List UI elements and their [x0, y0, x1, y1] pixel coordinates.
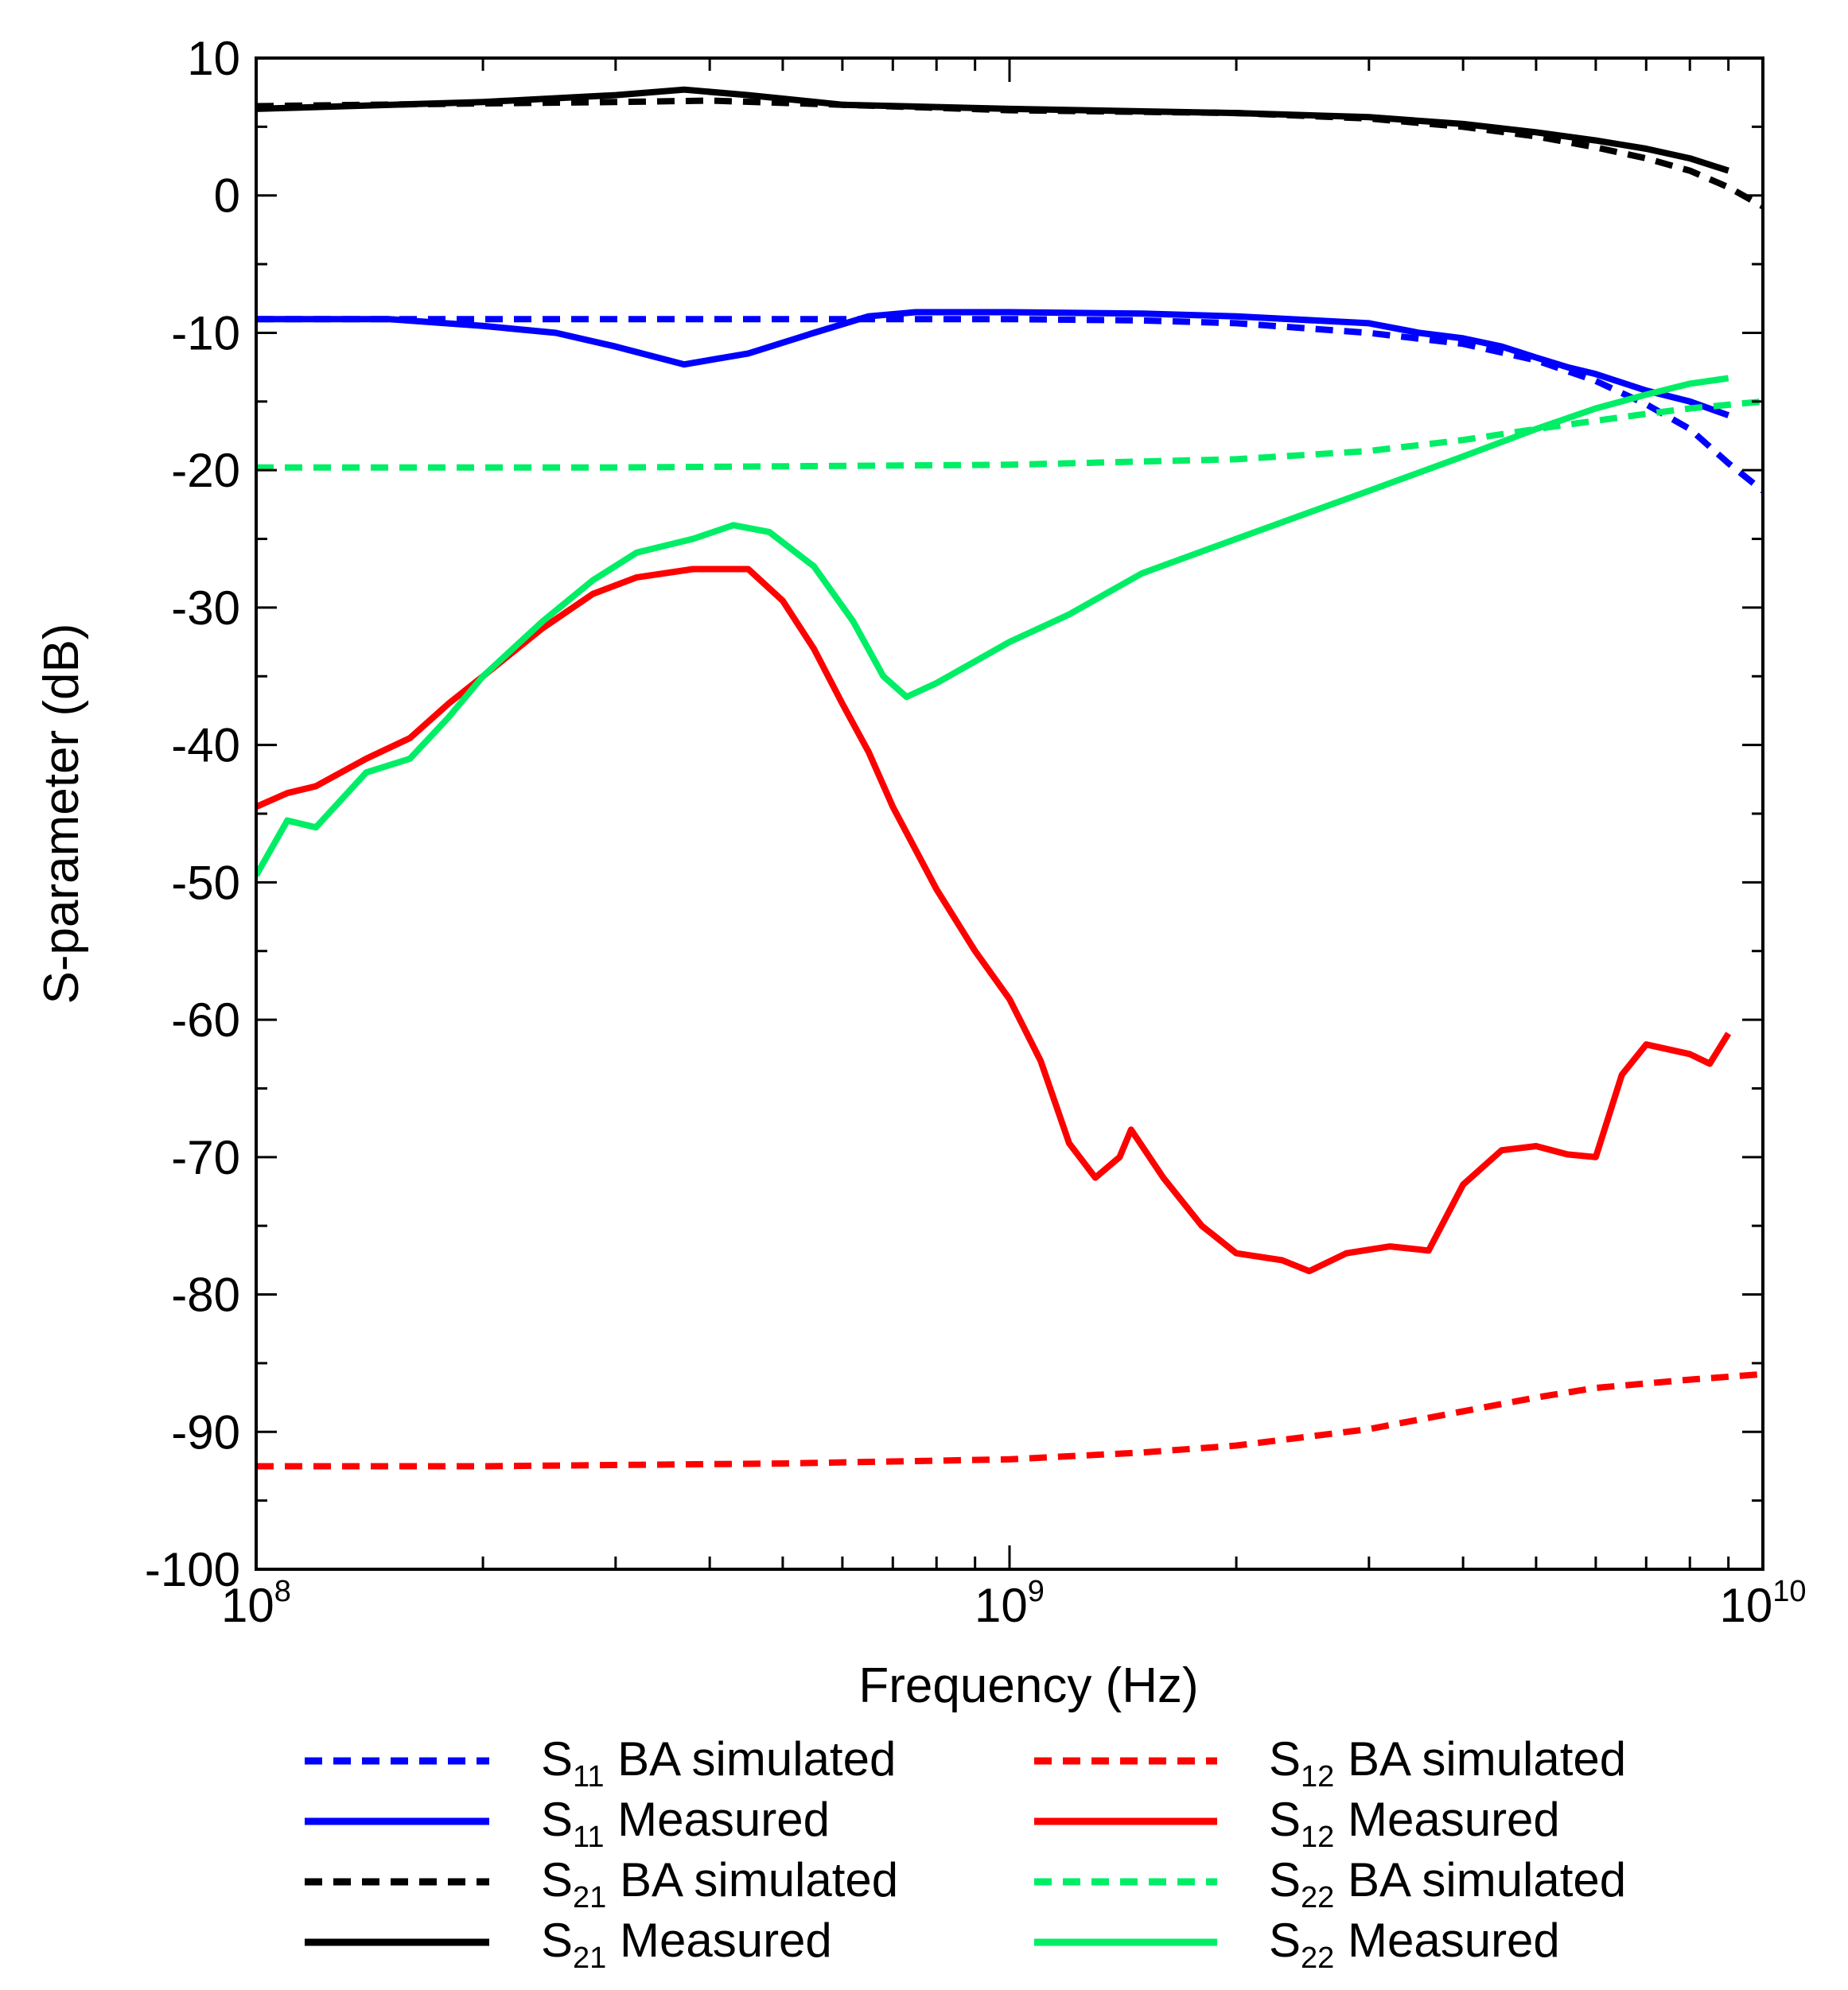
y-tick-label: -80 [171, 1269, 240, 1322]
legend-item-s11-meas: S11 Measured [305, 1793, 830, 1854]
s22-sim-line [256, 398, 1763, 471]
x-tick-label: 109 [975, 1575, 1045, 1632]
legend-label: S21 BA simulated [541, 1853, 898, 1914]
legend-item-s21-sim: S21 BA simulated [305, 1853, 898, 1914]
x-tick-labels: 108 109 1010 [221, 1575, 1806, 1632]
s12-sim-line [256, 1370, 1763, 1470]
legend-label: S12 Measured [1269, 1793, 1560, 1854]
y-tick-label: 0 [214, 169, 240, 223]
y-tick-label: 10 [187, 32, 240, 85]
y-tick-label: -40 [171, 719, 240, 772]
y-tick-label: -60 [171, 993, 240, 1047]
y-tick-label: -50 [171, 856, 240, 909]
legend-item-s22-sim: S22 BA simulated [1034, 1853, 1626, 1914]
x-tick-label: 108 [221, 1575, 291, 1632]
legend-label: S21 Measured [541, 1914, 832, 1975]
s12-meas-line [256, 566, 1732, 1275]
x-axis-title: Frequency (Hz) [858, 1658, 1198, 1713]
y-axis-title: S-parameter (dB) [34, 624, 89, 1005]
legend-label: S12 BA simulated [1269, 1732, 1626, 1794]
s22-meas-line [256, 375, 1729, 877]
legend-item-s12-sim: S12 BA simulated [1034, 1732, 1626, 1794]
s11-meas-line [256, 309, 1730, 418]
y-tick-label: -90 [171, 1405, 240, 1459]
legend-item-s22-meas: S22 Measured [1034, 1914, 1560, 1975]
s21-meas-line [256, 86, 1729, 174]
y-tick-label: -10 [171, 306, 240, 360]
x-tick-label: 1010 [1719, 1575, 1806, 1632]
ticks-layer [255, 56, 1764, 1571]
y-tick-label: -70 [171, 1131, 240, 1184]
legend-item-s12-meas: S12 Measured [1034, 1793, 1560, 1854]
legend-label: S11 BA simulated [541, 1732, 896, 1794]
legend-label: S11 Measured [541, 1793, 830, 1854]
y-tick-label: -100 [145, 1543, 240, 1596]
y-tick-labels: 10 0 -10 -20 -30 -40 -50 -60 -70 -80 -90 -100 [145, 32, 240, 1596]
legend-label: S22 Measured [1269, 1914, 1560, 1975]
legend-item-s11-sim: S11 BA simulated [305, 1732, 896, 1794]
y-tick-label: -30 [171, 581, 240, 635]
legend-label: S22 BA simulated [1269, 1853, 1626, 1914]
legend-item-s21-meas: S21 Measured [305, 1914, 832, 1975]
y-tick-label: -20 [171, 444, 240, 497]
series-layer [256, 86, 1763, 1470]
